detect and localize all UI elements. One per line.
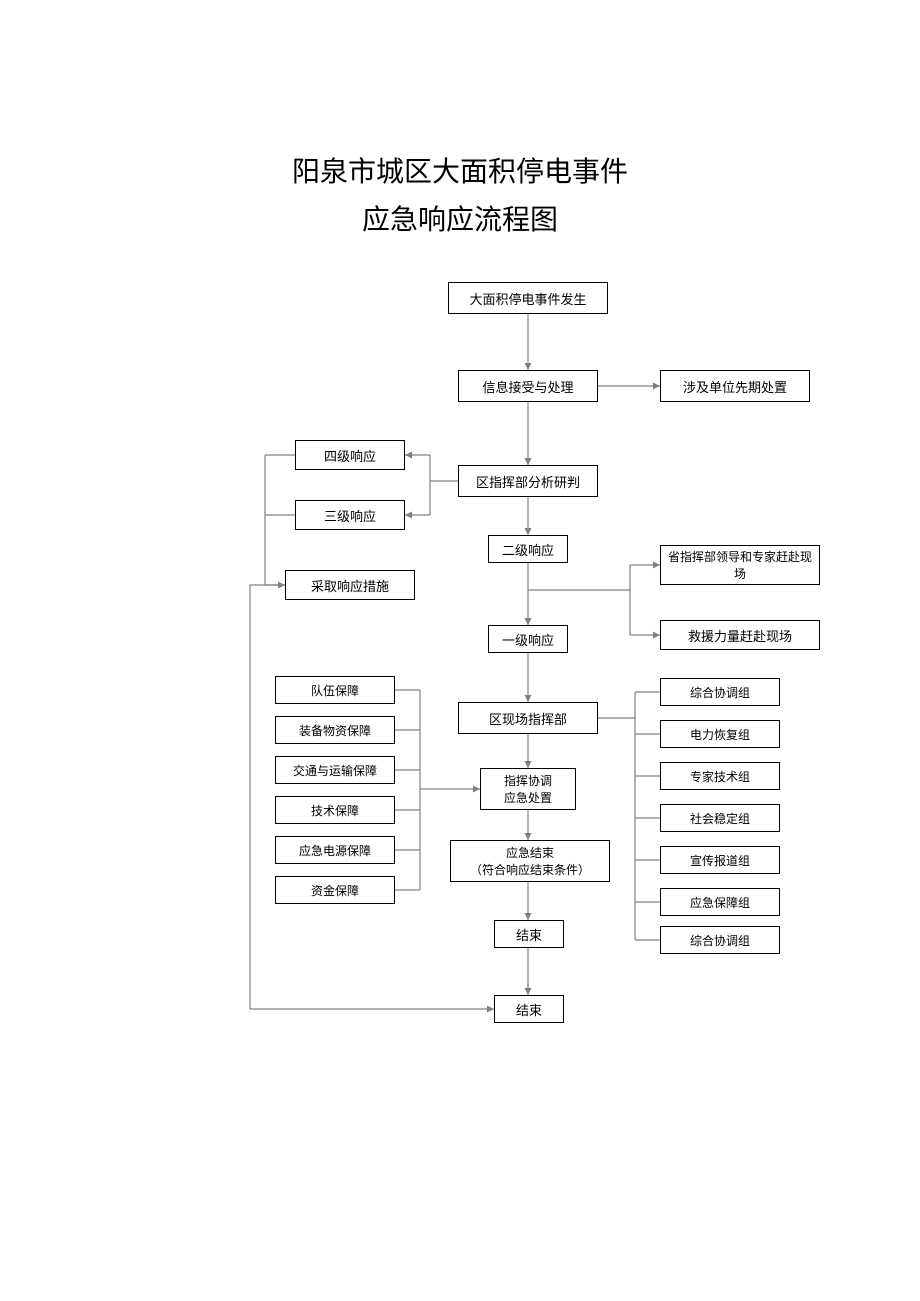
flow-node-grp7: 综合协调组 (660, 926, 780, 954)
flow-node-grp2: 电力恢复组 (660, 720, 780, 748)
flow-node-endcond: 应急结束 （符合响应结束条件） (450, 840, 610, 882)
flow-node-sup6: 资金保障 (275, 876, 395, 904)
flow-node-grp4: 社会稳定组 (660, 804, 780, 832)
flow-node-grp6: 应急保障组 (660, 888, 780, 916)
flow-node-prelim: 涉及单位先期处置 (660, 370, 810, 402)
flow-node-sup1: 队伍保障 (275, 676, 395, 704)
flow-node-sup5: 应急电源保障 (275, 836, 395, 864)
flow-node-lv3: 三级响应 (295, 500, 405, 530)
flow-node-lv1: 一级响应 (488, 625, 568, 653)
flow-node-start: 大面积停电事件发生 (448, 282, 608, 314)
flow-node-measures: 采取响应措施 (285, 570, 415, 600)
flow-node-sup2: 装备物资保障 (275, 716, 395, 744)
flow-node-end2: 结束 (494, 995, 564, 1023)
flowchart-diagram: 大面积停电事件发生信息接受与处理 涉及单位先期处置区指挥部分析研判 四级响应三级响应… (0, 270, 920, 1070)
page-title-line1: 阳泉市城区大面积停电事件 (0, 150, 920, 190)
flow-node-lv2: 二级响应 (488, 535, 568, 563)
page-title-line2: 应急响应流程图 (0, 198, 920, 238)
flow-node-info: 信息接受与处理 (458, 370, 598, 402)
flow-node-grp5: 宣传报道组 (660, 846, 780, 874)
flow-node-grp3: 专家技术组 (660, 762, 780, 790)
flow-node-sup3: 交通与运输保障 (275, 756, 395, 784)
flow-node-rescue: 救援力量赶赴现场 (660, 620, 820, 650)
flow-node-command: 区现场指挥部 (458, 702, 598, 734)
flow-node-coord: 指挥协调 应急处置 (480, 768, 576, 810)
flow-node-leaders: 省指挥部领导和专家赶赴现场 (660, 545, 820, 585)
flow-node-analyze: 区指挥部分析研判 (458, 465, 598, 497)
flow-node-end1: 结束 (494, 920, 564, 948)
flow-node-grp1: 综合协调组 (660, 678, 780, 706)
flow-node-lv4: 四级响应 (295, 440, 405, 470)
flow-node-sup4: 技术保障 (275, 796, 395, 824)
